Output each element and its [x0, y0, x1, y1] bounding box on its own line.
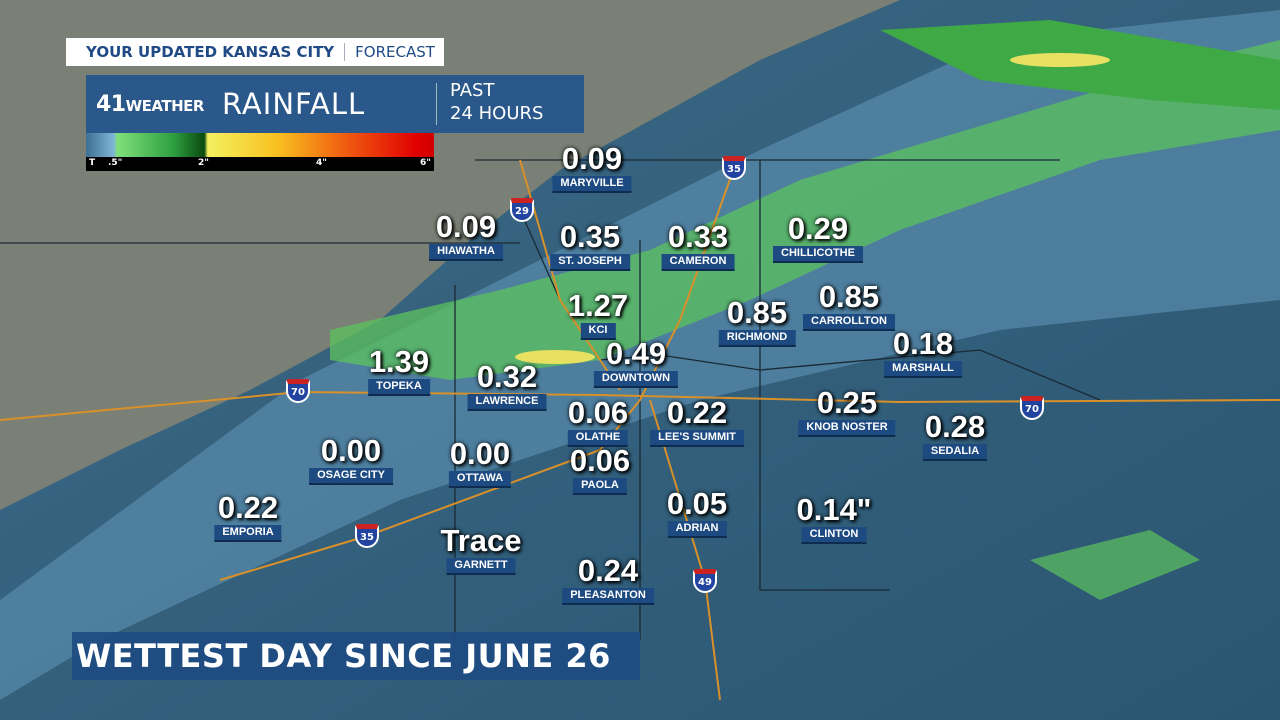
station-name: RICHMOND — [718, 330, 796, 347]
rainfall-value: 0.25 — [816, 385, 878, 420]
scale-tick: 6" — [420, 158, 431, 168]
rainfall-value: 0.49 — [605, 336, 667, 371]
station-name: ADRIAN — [667, 521, 727, 538]
rainfall-value: 0.06 — [569, 443, 631, 478]
station-topeka: 1.39 TOPEKA — [368, 344, 430, 396]
station-name: CHILLICOTHE — [773, 246, 863, 263]
rain-band-green — [330, 40, 1280, 380]
rainfall-value: 0.85 — [726, 295, 788, 330]
station-name: PAOLA — [573, 478, 627, 495]
station-kci: 1.27 KCI — [567, 288, 629, 340]
rainfall-color-scale — [86, 133, 434, 157]
interstate-shield-icon: 49 — [693, 569, 717, 593]
station-knob-noster: 0.25 KNOB NOSTER — [798, 385, 896, 437]
rainfall-value: Trace — [440, 523, 522, 558]
divider — [436, 83, 437, 125]
interstate-shield-icon: 70 — [286, 379, 310, 403]
rainfall-value: 0.32 — [476, 359, 538, 394]
station-clinton: 0.14" CLINTON — [796, 492, 872, 544]
station-name: OTTAWA — [448, 471, 512, 488]
station-pleasanton: 0.24 PLEASANTON — [562, 553, 654, 605]
station-lees-summit: 0.22 LEE'S SUMMIT — [650, 395, 744, 447]
panel-title: RAINFALL — [221, 87, 366, 121]
rainfall-value: 0.28 — [924, 409, 986, 444]
station-downtown: 0.49 DOWNTOWN — [593, 336, 679, 388]
rainfall-value: 0.18 — [892, 326, 954, 361]
rainfall-value: 0.00 — [449, 436, 511, 471]
rainfall-value: 0.29 — [787, 211, 849, 246]
rainfall-value: 0.14" — [796, 492, 872, 527]
station-st-joseph: 0.35 ST. JOSEPH — [550, 219, 630, 271]
station-name: SEDALIA — [922, 444, 988, 461]
show-title: YOUR UPDATED KANSAS CITY — [86, 43, 335, 61]
station-name: GARNETT — [446, 558, 516, 575]
rain-band-green-se — [1030, 530, 1200, 600]
station-cameron: 0.33 CAMERON — [661, 219, 735, 271]
station-name: DOWNTOWN — [593, 371, 679, 388]
interstate-shield-icon: 70 — [1020, 396, 1044, 420]
station-chillicothe: 0.29 CHILLICOTHE — [773, 211, 863, 263]
rainfall-value: 0.05 — [666, 486, 728, 521]
show-section: FORECAST — [355, 43, 435, 61]
station-logo: 41WEATHER — [96, 91, 204, 117]
station-name: KNOB NOSTER — [798, 420, 896, 437]
station-name: ST. JOSEPH — [550, 254, 630, 271]
rainfall-value: 0.24 — [577, 553, 639, 588]
station-name: KCI — [580, 323, 616, 340]
station-name: LAWRENCE — [467, 394, 547, 411]
interstate-shield-icon: 35 — [722, 156, 746, 180]
show-title-bar: YOUR UPDATED KANSAS CITY FORECAST — [66, 38, 444, 66]
rainfall-value: 0.22 — [666, 395, 728, 430]
rainfall-value: 0.22 — [217, 490, 279, 525]
station-name: EMPORIA — [214, 525, 282, 542]
station-name: CLINTON — [801, 527, 867, 544]
scale-tick: T — [89, 158, 96, 168]
station-paola: 0.06 PAOLA — [569, 443, 631, 495]
station-emporia: 0.22 EMPORIA — [214, 490, 282, 542]
rainfall-value: 0.06 — [567, 395, 629, 430]
rainfall-value: 1.27 — [567, 288, 629, 323]
station-name: MARSHALL — [884, 361, 962, 378]
scale-labels: T .5" 2" 4" 6" — [86, 157, 434, 171]
station-name: OSAGE CITY — [309, 468, 393, 485]
station-olathe: 0.06 OLATHE — [567, 395, 629, 447]
rainfall-value: 0.85 — [818, 279, 880, 314]
station-marshall: 0.18 MARSHALL — [884, 326, 962, 378]
rainfall-value: 1.39 — [368, 344, 430, 379]
period: PAST 24 HOURS — [450, 80, 544, 124]
station-ottawa: 0.00 OTTAWA — [448, 436, 512, 488]
rainfall-value: 0.00 — [320, 433, 382, 468]
station-sedalia: 0.28 SEDALIA — [922, 409, 988, 461]
rain-heavy — [1010, 53, 1110, 67]
station-name: HIAWATHA — [429, 244, 503, 261]
station-osage-city: 0.00 OSAGE CITY — [309, 433, 393, 485]
rainfall-value: 0.35 — [559, 219, 621, 254]
station-name: PLEASANTON — [562, 588, 654, 605]
rainfall-value: 0.09 — [435, 209, 497, 244]
interstate-shield-icon: 29 — [510, 198, 534, 222]
divider — [344, 43, 346, 61]
station-name: MARYVILLE — [552, 176, 632, 193]
rainfall-value: 0.09 — [561, 141, 623, 176]
station-name: LEE'S SUMMIT — [650, 430, 744, 447]
station-name: CAMERON — [661, 254, 735, 271]
scale-tick: 4" — [316, 158, 327, 168]
station-garnett: Trace GARNETT — [440, 523, 522, 575]
station-hiawatha: 0.09 HIAWATHA — [429, 209, 503, 261]
interstate-shield-icon: 35 — [355, 524, 379, 548]
rainfall-value: 0.33 — [667, 219, 729, 254]
station-adrian: 0.05 ADRIAN — [666, 486, 728, 538]
rain-heavy — [515, 350, 595, 364]
station-name: OLATHE — [567, 430, 629, 447]
station-lawrence: 0.32 LAWRENCE — [467, 359, 547, 411]
scale-tick: .5" — [108, 158, 123, 168]
station-maryville: 0.09 MARYVILLE — [552, 141, 632, 193]
scale-tick: 2" — [198, 158, 209, 168]
station-richmond: 0.85 RICHMOND — [718, 295, 796, 347]
station-carrollton: 0.85 CARROLLTON — [803, 279, 895, 331]
station-name: CARROLLTON — [803, 314, 895, 331]
rainfall-panel: 41WEATHER RAINFALL PAST 24 HOURS — [86, 75, 584, 133]
station-name: TOPEKA — [368, 379, 430, 396]
headline-banner: WETTEST DAY SINCE JUNE 26 — [72, 632, 640, 680]
